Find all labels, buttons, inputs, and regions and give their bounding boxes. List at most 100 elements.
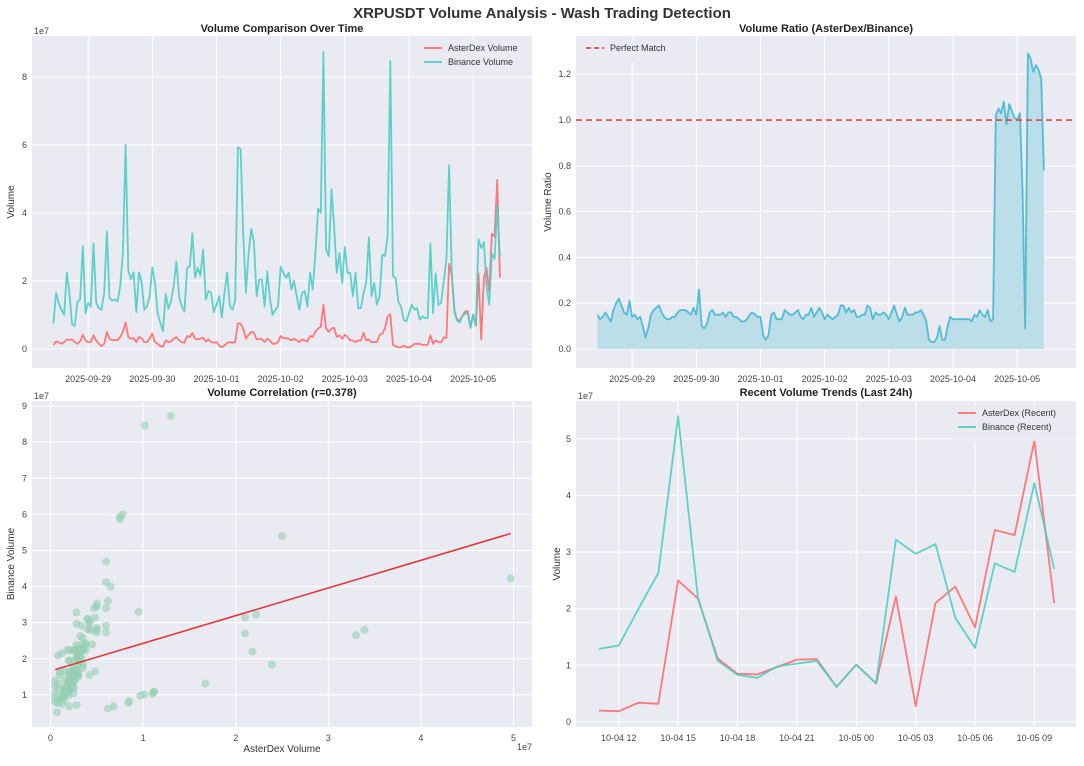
panel-1-xtick-label: 2025-10-01 (193, 374, 239, 384)
panel-4-ytick-label: 1 (566, 660, 571, 670)
panel-2-ytick-label: 1.0 (558, 115, 571, 125)
panel-2-ytick-label: 0.4 (558, 252, 571, 262)
panel-3-volume-correlation-axes-background (32, 401, 532, 727)
panel-2-xtick-label: 2025-09-30 (673, 374, 719, 384)
panel-3-ytick-label: 6 (22, 509, 27, 519)
panel-2-xtick-label: 2025-10-05 (994, 374, 1040, 384)
panel-1-ylabel: Volume (6, 185, 17, 219)
panel-3-scatter-point (360, 625, 369, 634)
panel-3-xtick-label: 1 (141, 733, 146, 743)
panel-4-xtick-label: 10-05 03 (898, 733, 934, 743)
panel-4-recent-trends: 0 1 2 3 4 5 10-04 12 10-04 15 10-04 18 10-04 21 10… (566, 401, 1076, 743)
panel-3-scatter-point (92, 599, 101, 608)
panel-3-scatter-point (102, 621, 111, 630)
panel-3-scatter-point (65, 671, 74, 680)
panel-3-x-offset-text: 1e7 (517, 742, 532, 752)
panel-3-scatter-point (134, 607, 143, 616)
panel-4-ytick-label: 4 (566, 491, 571, 501)
panel-1-legend-box (418, 40, 530, 76)
panel-3-scatter-point (506, 574, 515, 583)
figure-title: XRPUSDT Volume Analysis - Wash Trading D… (353, 5, 731, 22)
panel-4-ylabel: Volume (552, 547, 563, 581)
panel-3-scatter-point (64, 678, 73, 687)
panel-2-volume-ratio: 0.0 0.2 0.4 0.6 0.8 1.0 1.2 2025-09-29 2025-09-3… (558, 36, 1076, 384)
panel-3-ytick-label: 5 (22, 545, 27, 555)
panel-1-legend-label: AsterDex Volume (448, 43, 518, 53)
panel-3-scatter-point (69, 646, 78, 655)
panel-3-ytick-label: 9 (22, 401, 27, 411)
panel-3-scatter-point (240, 613, 249, 622)
panel-2-xtick-label: 2025-10-01 (737, 374, 783, 384)
panel-3-ytick-label: 1 (22, 690, 27, 700)
panel-1-ytick-label: 4 (22, 208, 27, 218)
panel-3-xtick-label: 0 (48, 733, 53, 743)
panel-3-scatter-point (201, 679, 210, 688)
panel-2-legend-box (580, 40, 680, 62)
panel-3-ytick-label: 2 (22, 654, 27, 664)
panel-2-ratio-line (596, 52, 1045, 344)
panel-3-ytick-label: 3 (22, 618, 27, 628)
panel-1-series-line-asterdex (52, 178, 501, 349)
panel-3-scatter-point (65, 656, 74, 665)
panel-2-xtick-label: 2025-10-02 (802, 374, 848, 384)
panel-1-ytick-label: 0 (22, 344, 27, 354)
panel-3-scatter-point (102, 628, 111, 637)
panel-3-scatter-point (90, 613, 99, 622)
panel-2-legend-label: Perfect Match (610, 43, 666, 53)
panel-4-xtick-label: 10-04 12 (601, 733, 637, 743)
panel-3-ytick-label: 4 (22, 582, 27, 592)
panel-4-legend: AsterDex (Recent) Binance (Recent) (952, 405, 1074, 441)
panel-2-ytick-label: 0.6 (558, 207, 571, 217)
panel-3-xtick-label: 4 (418, 733, 423, 743)
panel-1-title: Volume Comparison Over Time (201, 23, 364, 35)
panel-3-scatter-point (102, 604, 111, 613)
panel-1-volume-comparison: 0 2 4 6 8 2025-09-29 2025-09-30 2025-10-01 2025-… (22, 36, 532, 384)
panel-4-xtick-label: 10-04 18 (720, 733, 756, 743)
panel-1-ytick-label: 6 (22, 140, 27, 150)
panel-4-xtick-label: 10-05 00 (839, 733, 875, 743)
panel-2-ylabel: Volume Ratio (543, 172, 554, 232)
panel-3-scatter-point (76, 632, 85, 641)
panel-2-title: Volume Ratio (AsterDex/Binance) (739, 23, 913, 35)
panel-3-scatter-point (78, 663, 87, 672)
panel-3-volume-correlation: 1 2 3 4 5 6 7 8 9 0 1 2 3 4 5 (22, 401, 532, 743)
panel-2-ytick-label: 0.2 (558, 298, 571, 308)
panel-1-xtick-label: 2025-10-05 (450, 374, 496, 384)
panel-3-scatter-point (166, 411, 175, 420)
panel-1-ytick-label: 8 (22, 72, 27, 82)
panel-3-scatter-point (252, 610, 261, 619)
panel-2-xtick-label: 2025-10-03 (866, 374, 912, 384)
panel-3-regression-line (54, 532, 511, 671)
panel-3-scatter-point (140, 690, 149, 699)
panel-2-legend: Perfect Match (580, 40, 680, 62)
panel-3-title: Volume Correlation (r=0.378) (207, 387, 357, 399)
panel-4-xtick-label: 10-04 15 (660, 733, 696, 743)
panel-1-legend-label: Binance Volume (448, 57, 513, 67)
panel-2-ytick-label: 0.0 (558, 344, 571, 354)
panel-3-scatter-point (88, 640, 97, 649)
panel-4-legend-label: Binance (Recent) (982, 422, 1052, 432)
panel-3-scatter-point (106, 582, 115, 591)
panel-1-offset-text: 1e7 (34, 26, 49, 36)
panel-1-xtick-label: 2025-10-03 (322, 374, 368, 384)
panel-4-series-line-binance (598, 415, 1056, 688)
panel-3-xtick-label: 2 (233, 733, 238, 743)
panel-3-y-offset-text: 1e7 (34, 391, 49, 401)
panel-4-legend-label: AsterDex (Recent) (982, 408, 1056, 418)
panel-3-ytick-label: 8 (22, 437, 27, 447)
panel-3-scatter-point (352, 631, 361, 640)
panel-4-xtick-label: 10-05 09 (1017, 733, 1053, 743)
panel-3-scatter-point (115, 515, 124, 524)
panel-3-scatter-point (103, 597, 112, 606)
panel-2-ratio-area (597, 53, 1044, 349)
panel-3-ytick-label: 7 (22, 473, 27, 483)
panel-4-recent-trends-axes-background (576, 401, 1076, 727)
panel-3-scatter-point (72, 619, 81, 628)
panel-3-scatter-point (78, 646, 87, 655)
panel-4-ytick-label: 0 (566, 717, 571, 727)
panel-3-scatter-point (149, 687, 158, 696)
panel-1-xtick-label: 2025-09-29 (65, 374, 111, 384)
panel-2-xtick-label: 2025-09-29 (609, 374, 655, 384)
panel-3-scatter-point (88, 626, 97, 635)
